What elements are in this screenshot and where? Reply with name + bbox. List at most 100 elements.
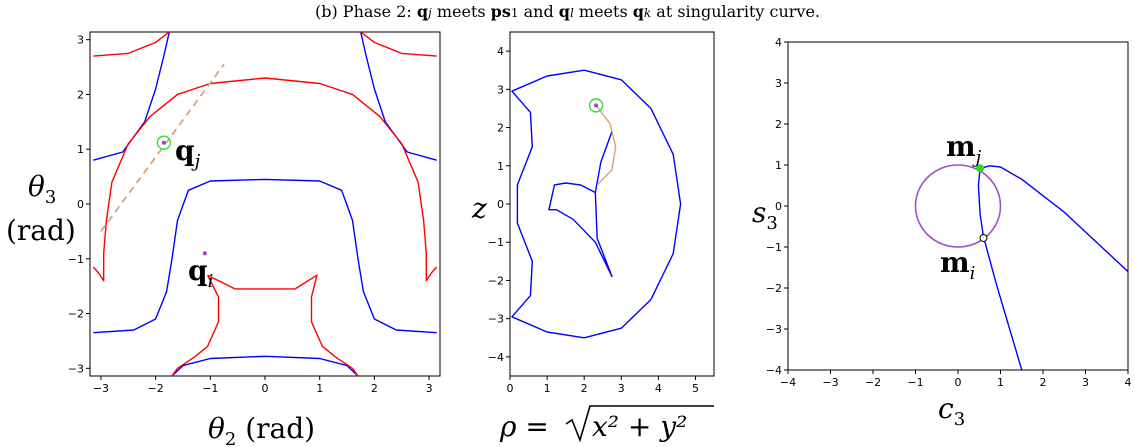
figure-caption: (b) Phase 2: qj meets ps1 and ql meets q… xyxy=(0,2,1135,21)
x-tick-label: 3 xyxy=(1082,376,1089,389)
point-marker xyxy=(161,140,166,145)
series-curve-1 xyxy=(977,168,1023,370)
y-tick-label: −1 xyxy=(766,241,782,254)
series-curve-6 xyxy=(92,77,438,282)
x-tick-label: −3 xyxy=(93,382,109,395)
series-curve-1 xyxy=(360,32,437,161)
p3-ylabel: s3 xyxy=(752,196,778,234)
x-tick-label: −2 xyxy=(148,382,164,395)
x-tick-label: 1 xyxy=(316,382,323,395)
p3-xlabel: c3 xyxy=(938,392,965,430)
svg-text:x² + y²: x² + y² xyxy=(592,410,687,443)
y-tick-label: −2 xyxy=(68,308,84,321)
x-tick-label: −2 xyxy=(865,376,881,389)
series-curve-0 xyxy=(979,165,1128,273)
y-tick-label: 2 xyxy=(77,88,84,101)
p2-ylabel: z xyxy=(471,192,487,225)
caption-and: and xyxy=(518,2,559,21)
x-tick-label: 2 xyxy=(581,382,588,395)
series-curve-0 xyxy=(93,32,170,161)
x-tick-label: 1 xyxy=(997,376,1004,389)
plot-area xyxy=(511,69,682,339)
y-tick-label: 2 xyxy=(775,118,782,131)
y-tick-label: −3 xyxy=(68,362,84,375)
series-curve-2 xyxy=(93,178,437,334)
plot-frame xyxy=(787,41,1129,371)
y-tick-label: 0 xyxy=(775,200,782,213)
x-tick-label: −1 xyxy=(202,382,218,395)
target-marker xyxy=(156,135,172,150)
x-tick-label: 0 xyxy=(507,382,514,395)
mj-label: mj xyxy=(946,130,982,168)
series-curve-4 xyxy=(93,32,170,57)
x-tick-label: 1 xyxy=(544,382,551,395)
plot-frame xyxy=(509,31,715,377)
x-tick-label: 0 xyxy=(262,382,269,395)
p1-ylabel-unit: (rad) xyxy=(6,214,76,247)
p2-xlabel: ρ = x² + y² xyxy=(499,405,714,443)
y-tick-label: 3 xyxy=(775,77,782,90)
y-tick-label: −2 xyxy=(488,274,504,287)
y-tick-label: 2 xyxy=(497,122,504,135)
plot-frame xyxy=(89,31,441,377)
series-curve-9 xyxy=(100,63,225,232)
x-tick-label: 2 xyxy=(371,382,378,395)
y-tick-label: −3 xyxy=(766,323,782,336)
svg-text:ρ =: ρ = xyxy=(499,410,549,443)
qi-label: qi xyxy=(188,254,213,292)
x-tick-label: 0 xyxy=(955,376,962,389)
y-tick-label: 3 xyxy=(497,83,504,96)
x-tick-label: 2 xyxy=(1040,376,1047,389)
series-curve-3 xyxy=(171,355,359,376)
y-tick-label: −2 xyxy=(766,282,782,295)
panel-theta: −3 −2 −1 0 1 2 3 −3 −2 −1 0 1 2 3 xyxy=(68,31,441,395)
caption-one: 1 xyxy=(510,6,519,20)
target-marker xyxy=(588,98,604,113)
series-curve-2 xyxy=(595,104,617,186)
y-tick-label: 1 xyxy=(77,143,84,156)
point-marker xyxy=(976,164,985,173)
y-tick-label: −4 xyxy=(766,364,782,377)
x-tick-label: 4 xyxy=(655,382,662,395)
panel-c3-s3: −4 −3 −2 −1 0 1 2 3 4 −4 −3 −2 −1 0 1 2 3 4 xyxy=(766,36,1132,389)
y-tick-label: 4 xyxy=(775,36,782,49)
caption-q2: q xyxy=(558,2,570,21)
caption-q: q xyxy=(416,2,429,21)
x-tick-label: −3 xyxy=(822,376,838,389)
panel-rho-z: 0 1 2 3 4 5 −4 −3 −2 −1 0 1 2 3 4 xyxy=(488,31,715,395)
y-tick-label: −1 xyxy=(68,253,84,266)
series-curve-5 xyxy=(360,32,437,57)
series-curve-1 xyxy=(548,130,613,278)
y-tick-label: 0 xyxy=(497,198,504,211)
series-curve-0 xyxy=(511,69,682,339)
y-tick-label: 1 xyxy=(775,159,782,172)
y-tick-label: 4 xyxy=(497,45,504,58)
plot-area xyxy=(92,32,438,376)
caption-prefix: (b) Phase 2: xyxy=(314,2,417,21)
x-tick-label: 5 xyxy=(692,382,699,395)
x-tick-label: 3 xyxy=(426,382,433,395)
y-tick-label: −3 xyxy=(488,313,504,326)
x-tick-label: 4 xyxy=(1125,376,1132,389)
caption-j: j xyxy=(428,6,432,20)
caption-ps: ps xyxy=(490,2,511,21)
p1-ylabel-theta: θ3 xyxy=(28,170,56,208)
p1-xlabel: θ2 (rad) xyxy=(208,412,315,447)
y-tick-label: −1 xyxy=(488,236,504,249)
y-tick-label: 3 xyxy=(77,34,84,47)
x-tick-label: −4 xyxy=(780,376,796,389)
point-marker xyxy=(202,251,207,256)
y-tick-label: 1 xyxy=(497,160,504,173)
caption-l: l xyxy=(569,6,574,20)
caption-meets: meets xyxy=(431,2,491,21)
series-curve-8 xyxy=(171,274,220,376)
point-marker xyxy=(594,103,599,108)
point-marker xyxy=(979,233,988,242)
caption-meets2: meets xyxy=(573,2,633,21)
caption-k: k xyxy=(643,6,652,20)
x-tick-label: −1 xyxy=(907,376,923,389)
plot-area xyxy=(914,164,1128,370)
mi-label: mi xyxy=(940,246,975,284)
caption-q3: q xyxy=(632,2,644,21)
